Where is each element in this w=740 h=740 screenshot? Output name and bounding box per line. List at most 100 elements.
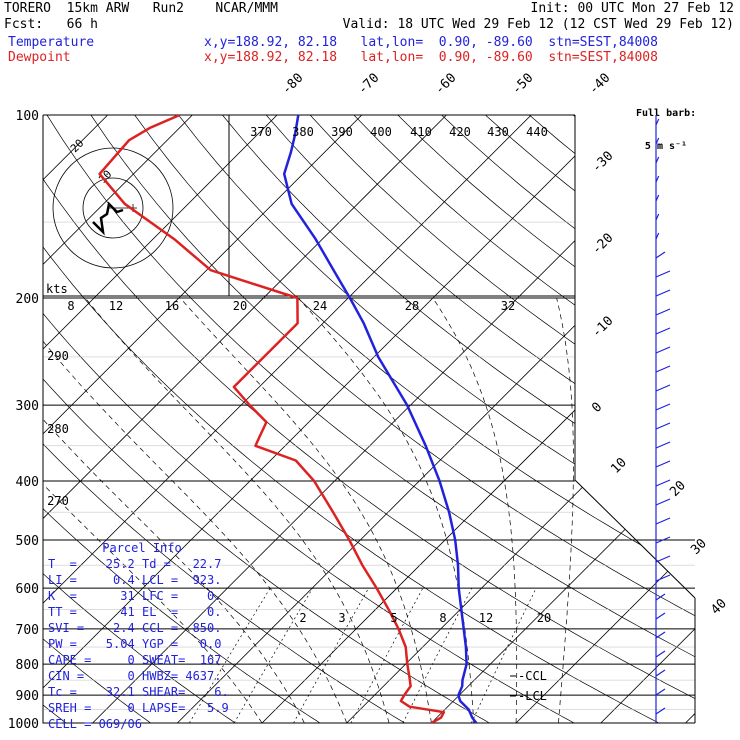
wind-barb xyxy=(655,688,666,696)
dry-adiabat-line xyxy=(353,115,695,723)
hodograph-scale-label: 28 xyxy=(405,299,419,313)
isotherm-line xyxy=(431,115,695,723)
isotherm-label: 30 xyxy=(688,536,710,558)
theta-label: 410 xyxy=(410,125,432,139)
temperature-legend: Temperature xyxy=(8,35,95,50)
hodograph-scale-label: 20 xyxy=(233,299,247,313)
wind-barb xyxy=(655,422,671,430)
isotherm-line xyxy=(346,115,695,723)
hodograph-scale-label: 8 xyxy=(67,299,74,313)
parcel-info-cell: Tc = 32.1 xyxy=(48,685,135,699)
wind-barb xyxy=(655,650,666,658)
parcel-info-row: K = 31 LFC = 0. xyxy=(48,588,236,604)
hodograph-ring-outer xyxy=(52,147,174,269)
parcel-info-row: LI = 0.4 LCL = 923. xyxy=(48,572,236,588)
parcel-info-cell: LFC = 0. xyxy=(142,589,222,603)
theta-left-label: 280 xyxy=(47,422,69,436)
isotherm-line xyxy=(600,115,695,723)
wind-barb xyxy=(655,479,671,487)
wind-barb xyxy=(655,574,671,582)
wind-barb xyxy=(655,631,666,639)
parcel-info-row: CELL = 069/06 xyxy=(48,716,236,732)
isotherm-label: -30 xyxy=(589,149,616,176)
parcel-info-cell: HWBZ= 4637. xyxy=(142,669,222,683)
wind-barb xyxy=(655,536,671,544)
theta-label: 430 xyxy=(487,125,509,139)
wind-barb xyxy=(655,137,660,145)
dry-adiabat-line xyxy=(178,115,695,723)
isotherm-line xyxy=(515,115,695,723)
parcel-info-cell: T = 25.2 xyxy=(48,557,135,571)
parcel-info-cell: YGP = 0.0 xyxy=(142,637,222,651)
dewpoint-location: x,y=188.92, 82.18 lat,lon= 0.90, -89.60 … xyxy=(204,50,658,65)
wind-barb xyxy=(655,308,671,316)
lcl-marker: -LCL xyxy=(518,689,547,703)
dry-adiabat-line xyxy=(43,115,513,723)
dry-adiabat-line xyxy=(222,115,695,723)
plot-frame-diagonal xyxy=(574,479,696,599)
barb-legend: Full barb: 5 m s⁻¹ xyxy=(636,86,696,163)
dry-adiabat-line xyxy=(397,115,695,723)
isotherm-label: -40 xyxy=(586,71,613,98)
theta-label: 380 xyxy=(292,125,314,139)
isotherm-line xyxy=(43,115,278,723)
parcel-info-cell: CIN = 0 xyxy=(48,669,135,683)
theta-label: 390 xyxy=(331,125,353,139)
parcel-info-row: SREH = 0 LAPSE= 5.9 xyxy=(48,700,236,716)
isotherm-label: -70 xyxy=(355,71,382,98)
wind-barb xyxy=(655,213,660,221)
pressure-label: 1000 xyxy=(8,717,39,732)
parcel-info-cell: CAPE = 0 xyxy=(48,653,135,667)
hodograph-units: kts xyxy=(46,282,68,296)
theta-label: 370 xyxy=(250,125,272,139)
parcel-info-cell: TT = 41 xyxy=(48,605,135,619)
parcel-info-cell: LI = 0.4 xyxy=(48,573,135,587)
isotherm-label: 40 xyxy=(708,596,730,618)
isotherm-line xyxy=(261,115,695,723)
theta-label: 420 xyxy=(449,125,471,139)
mixing-ratio-label: 20 xyxy=(537,611,551,625)
parcel-info-row: Tc = 32.1 SHEAR= 6. xyxy=(48,684,236,700)
dry-adiabat-line xyxy=(90,115,695,723)
parcel-info-cell: CCL = 850. xyxy=(142,621,222,635)
temperature-trace xyxy=(282,115,478,723)
isotherm-line xyxy=(43,115,193,723)
parcel-info-panel: Parcel Info T = 25.2 Td = 22.7 LI = 0.4 LCL… xyxy=(48,540,236,732)
hodograph-scale-label: 16 xyxy=(165,299,179,313)
mixing-ratio-line xyxy=(188,587,271,723)
wind-barb xyxy=(655,270,671,278)
dry-adiabat-line xyxy=(43,115,685,723)
parcel-info-cell: K = 31 xyxy=(48,589,135,603)
hodograph-scale-label: 32 xyxy=(501,299,515,313)
mixing-ratio-label: 3 xyxy=(338,611,345,625)
dewpoint-trace xyxy=(98,115,446,723)
wind-barb xyxy=(655,194,660,202)
dry-adiabat-line xyxy=(529,115,695,723)
hodograph-ring-label: 10 xyxy=(96,168,115,187)
parcel-info-cell: SHEAR= 6. xyxy=(142,685,229,699)
pressure-label: 700 xyxy=(16,623,39,638)
parcel-info-cell: PW = 5.04 xyxy=(48,637,135,651)
parcel-info-row: SVI = 2.4 CCL = 850. xyxy=(48,620,236,636)
wind-barb xyxy=(655,555,671,563)
parcel-info-title: Parcel Info xyxy=(102,541,182,555)
isotherm-line xyxy=(43,115,363,723)
dry-adiabat-line xyxy=(43,115,599,723)
isotherm-label: 20 xyxy=(667,478,689,500)
wind-barb xyxy=(655,232,660,240)
pressure-label: 300 xyxy=(16,399,39,414)
wind-barb xyxy=(655,384,671,392)
pressure-label: 400 xyxy=(16,475,39,490)
pressure-label: 200 xyxy=(16,292,39,307)
wind-barb xyxy=(655,517,671,525)
mixing-ratio-line xyxy=(293,587,370,723)
hodograph-ring-inner xyxy=(82,177,144,239)
parcel-info-cell: CELL = 069/06 xyxy=(48,717,142,731)
parcel-info-cell: LAPSE= 5.9 xyxy=(142,701,229,715)
wind-barb xyxy=(655,327,671,335)
init-time: Init: 00 UTC Mon 27 Feb 12 xyxy=(530,1,735,16)
isotherm-label: 10 xyxy=(608,455,630,477)
wind-barb xyxy=(655,669,666,677)
wind-barb xyxy=(655,365,671,373)
dry-adiabat-line xyxy=(43,115,427,723)
